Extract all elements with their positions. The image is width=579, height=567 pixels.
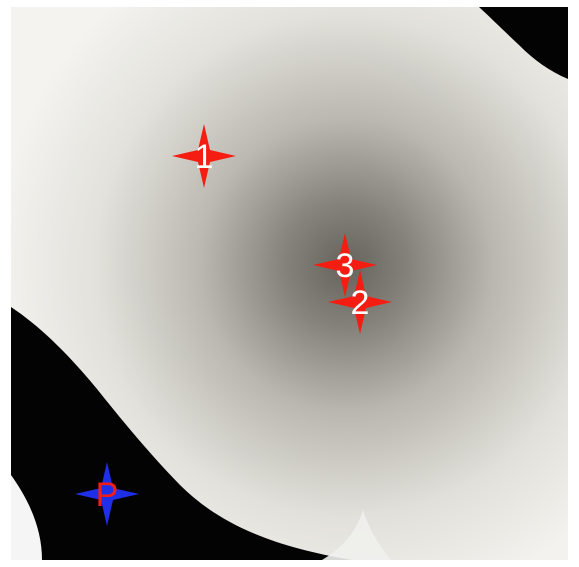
marker-1: 1 (172, 124, 236, 188)
four-point-star-icon (75, 462, 139, 526)
marker-3: 3 (313, 233, 377, 297)
marker-label-p: P (96, 476, 119, 514)
marker-2: 2 (328, 270, 392, 334)
four-point-star-icon (313, 233, 377, 297)
four-point-star-icon (172, 124, 236, 188)
top-right-band (479, 7, 568, 79)
field-map: 1 2 3 P (11, 7, 568, 560)
marker-label-2: 2 (351, 284, 370, 322)
marker-p: P (75, 462, 139, 526)
field-plot: 1 2 3 P (11, 7, 568, 560)
four-point-star-icon (328, 270, 392, 334)
marker-label-1: 1 (195, 138, 214, 176)
bottom-left-light-strip (11, 475, 42, 560)
bottom-light-wedge (322, 510, 391, 560)
marker-label-3: 3 (336, 247, 355, 285)
